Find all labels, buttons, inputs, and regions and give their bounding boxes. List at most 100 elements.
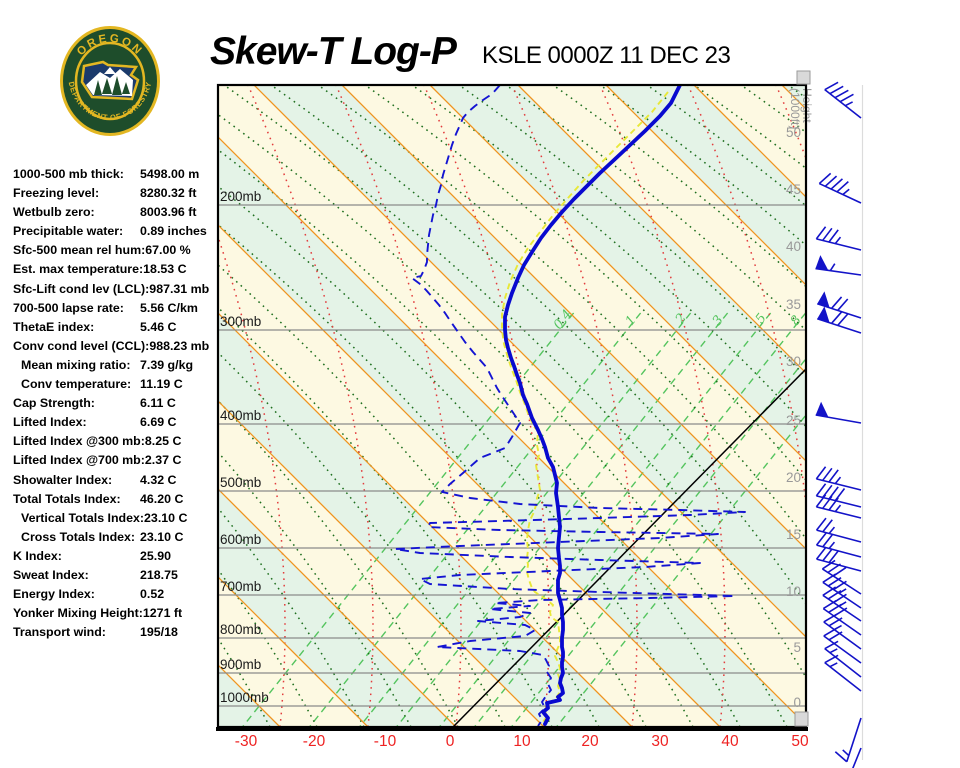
temp-tick: 50	[791, 733, 809, 750]
height-tick: 40	[786, 239, 801, 254]
height-axis-title: Height(1000ft)	[788, 88, 814, 129]
index-row: Est. max temperature: 18.53 C	[13, 262, 215, 281]
pressure-label: 1000mb	[220, 690, 269, 705]
index-value: 5498.00 m	[140, 167, 200, 181]
index-row: Lifted Index @300 mb: 8.25 C	[13, 434, 215, 453]
index-label: Est. max temperature:	[13, 262, 144, 277]
index-value: 0.52	[140, 587, 165, 602]
wind-barbs	[815, 81, 862, 768]
wind-barb	[818, 172, 862, 204]
index-row: 1000-500 mb thick: 5498.00 m	[13, 167, 215, 186]
index-row: Mean mixing ratio: 7.39 g/kg	[13, 358, 215, 377]
index-value: 5.46 C	[140, 319, 177, 334]
index-label: 1000-500 mb thick:	[13, 167, 124, 181]
index-label: Lifted Index:	[13, 415, 87, 430]
index-label: Freezing level:	[13, 186, 100, 201]
station-time-label: KSLE 0000Z 11 DEC 23	[482, 42, 731, 69]
index-value: 2.37 C	[144, 453, 182, 468]
odf-logo: OREGON DEPARTMENT OF FORESTRY	[58, 22, 162, 140]
wind-barb	[824, 654, 862, 692]
index-label: Sfc-Lift cond lev (LCL):	[13, 281, 150, 296]
index-label: Conv cond level (CCL):	[13, 338, 150, 353]
index-row: Lifted Index @700 mb: 2.37 C	[13, 453, 215, 472]
height-tick: 30	[786, 354, 801, 369]
wind-barb	[817, 306, 862, 334]
wind-barb	[822, 573, 862, 609]
temp-tick: 0	[446, 733, 455, 750]
index-label: Lifted Index @700 mb:	[13, 453, 145, 468]
height-tick: 20	[786, 470, 801, 485]
index-value: 6.69 C	[140, 415, 177, 430]
wetbulb-curve	[501, 91, 669, 723]
height-tick: 10	[786, 584, 801, 599]
index-row: Transport wind: 195/18	[13, 625, 215, 644]
index-value: 8.25 C	[144, 434, 182, 449]
temp-tick: 40	[721, 733, 739, 750]
index-value: 195/18	[140, 625, 178, 640]
corner-widget-bottom	[794, 711, 809, 727]
index-value: 7.39 g/kg	[140, 357, 194, 372]
height-tick: 25	[786, 413, 801, 428]
wind-barb	[822, 586, 862, 622]
index-value: 5.56 C/km	[140, 300, 198, 315]
height-tick: 50	[786, 125, 801, 140]
index-label: Total Totals Index:	[13, 491, 121, 506]
index-label: Precipitable water:	[13, 224, 124, 239]
index-label: Conv temperature:	[21, 377, 132, 392]
index-value: 67.00 %	[145, 243, 191, 258]
index-label: Cross Totals Index:	[21, 529, 136, 544]
logo-state-scene	[80, 60, 140, 101]
height-tick: 15	[786, 527, 801, 542]
indices-panel: 1000-500 mb thick: 5498.00 m Freezing leve…	[13, 167, 215, 644]
index-value: 18.53 C	[143, 262, 187, 277]
wind-barb	[815, 401, 862, 424]
index-value: 218.75	[140, 567, 178, 582]
index-row: 700-500 lapse rate: 5.56 C/km	[13, 301, 215, 320]
page-title: Skew-T Log-P	[210, 30, 457, 73]
temp-tick: -10	[374, 733, 397, 750]
wind-barb	[815, 532, 862, 558]
index-value: 0.89 inches	[140, 224, 207, 239]
index-row: Cap Strength: 6.11 C	[13, 396, 215, 415]
index-label: 700-500 lapse rate:	[13, 300, 124, 315]
index-value: 23.10 C	[140, 529, 184, 544]
index-row: Cross Totals Index: 23.10 C	[13, 530, 215, 549]
height-tick: 5	[793, 640, 801, 655]
wind-barb	[823, 627, 862, 664]
index-label: Vertical Totals Index:	[21, 510, 145, 525]
height-tick: 0	[793, 695, 801, 710]
wind-barb	[815, 517, 862, 543]
mixing-ratio-lines	[241, 312, 806, 727]
height-tick: 35	[786, 297, 801, 312]
index-row: Sweat Index: 218.75	[13, 568, 215, 587]
plot-area: 0.4 1 2 3 5 8200mb300mb400mb500mb600mb700mb80…	[218, 85, 806, 727]
index-row: Total Totals Index: 46.20 C	[13, 492, 215, 511]
index-label: Showalter Index:	[13, 472, 113, 487]
grid-bands	[218, 85, 806, 727]
wind-barb	[815, 494, 862, 519]
wind-barb	[824, 81, 862, 119]
pressure-label: 800mb	[220, 622, 261, 637]
index-row: Showalter Index: 4.32 C	[13, 473, 215, 492]
index-row: Vertical Totals Index: 23.10 C	[13, 511, 215, 530]
index-row: Wetbulb zero: 8003.96 ft	[13, 205, 215, 224]
pressure-label: 600mb	[220, 532, 261, 547]
temp-axis: -30 -20 -10 0 10 20 30 40 50	[235, 733, 809, 750]
index-row: Precipitable water: 0.89 inches	[13, 224, 215, 243]
index-value: 1271 ft	[142, 606, 183, 621]
index-label: Energy Index:	[13, 587, 95, 602]
index-row: ThetaE index: 5.46 C	[13, 320, 215, 339]
pressure-lines	[218, 204, 806, 707]
pressure-label: 200mb	[220, 189, 261, 204]
wind-barb	[815, 466, 862, 491]
wind-barb	[834, 717, 862, 763]
index-label: K Index:	[13, 548, 62, 563]
index-value: 987.31 mb	[149, 281, 210, 296]
wind-barb	[815, 483, 862, 508]
temp-tick: 20	[581, 733, 599, 750]
index-row: Energy Index: 0.52	[13, 587, 215, 606]
index-row: Sfc-500 mean rel hum: 67.00 %	[13, 243, 215, 262]
index-row: Freezing level: 8280.32 ft	[13, 186, 215, 205]
index-row: Sfc-Lift cond lev (LCL): 987.31 mb	[13, 282, 215, 301]
